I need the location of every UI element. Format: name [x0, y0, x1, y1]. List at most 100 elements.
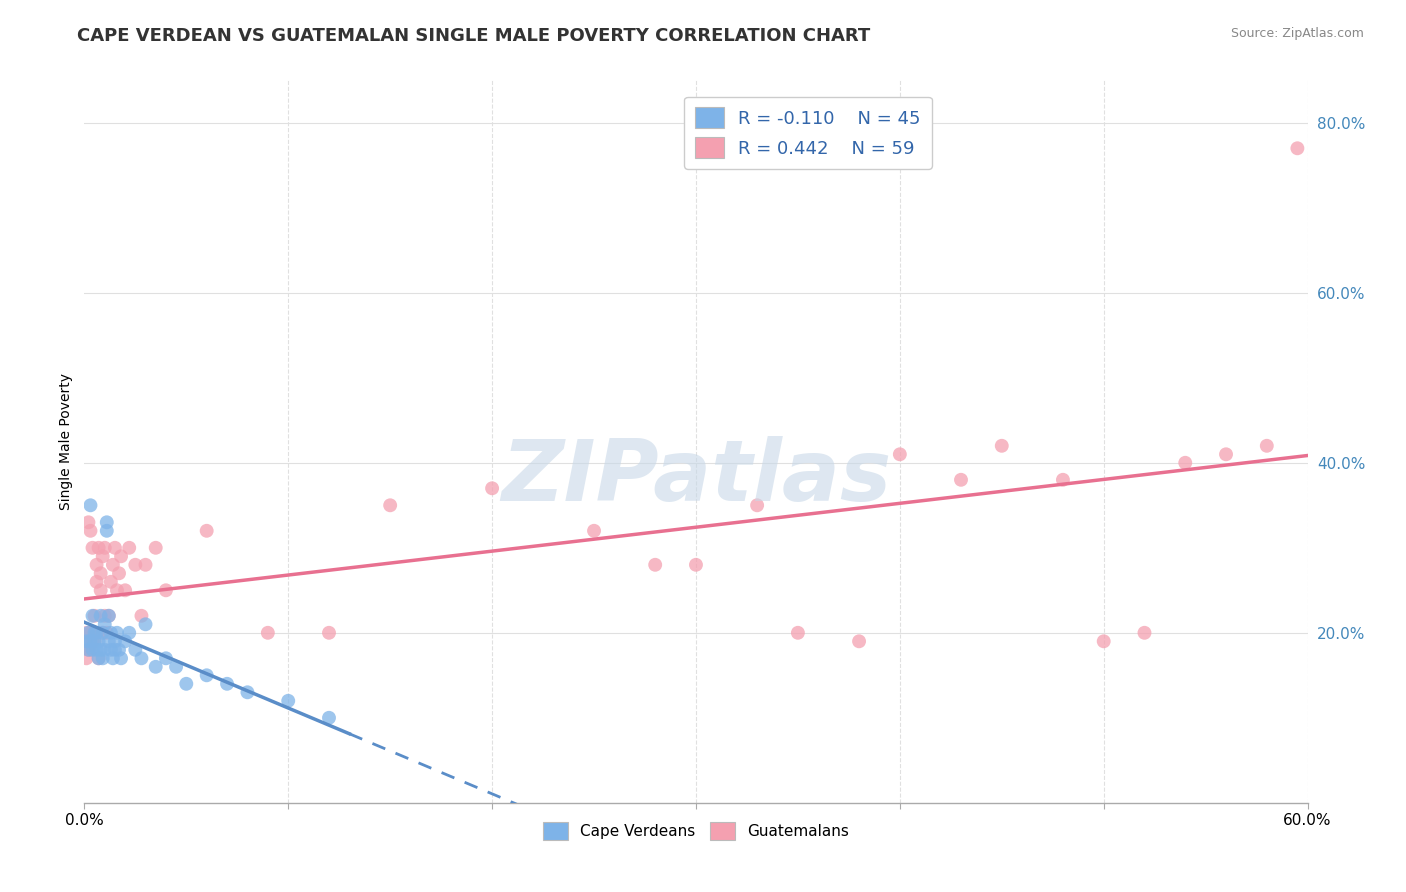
Point: [318, 711, 340, 725]
Point: [131, 651, 153, 665]
Point: [96, 516, 118, 530]
Point: [195, 668, 218, 682]
Point: [380, 498, 402, 512]
Point: [277, 694, 299, 708]
Point: [91, 651, 114, 665]
Point: [75, 625, 97, 640]
Point: [82, 634, 104, 648]
Point: [82, 608, 104, 623]
Point: [91, 549, 114, 564]
Point: [91, 625, 114, 640]
Point: [114, 583, 136, 598]
Point: [93, 617, 115, 632]
Point: [87, 651, 110, 665]
Point: [77, 642, 100, 657]
Point: [889, 447, 911, 461]
Point: [96, 524, 118, 538]
Point: [104, 541, 127, 555]
Point: [79, 634, 101, 648]
Text: ZIPatlas: ZIPatlas: [501, 436, 891, 519]
Point: [131, 608, 153, 623]
Point: [114, 634, 136, 648]
Point: [1174, 456, 1197, 470]
Point: [79, 625, 101, 640]
Point: [100, 574, 122, 589]
Point: [124, 642, 146, 657]
Point: [174, 677, 197, 691]
Point: [991, 439, 1014, 453]
Point: [848, 634, 870, 648]
Point: [105, 625, 128, 640]
Point: [747, 498, 769, 512]
Point: [481, 481, 503, 495]
Point: [97, 608, 120, 623]
Point: [77, 516, 100, 530]
Point: [87, 541, 110, 555]
Point: [87, 651, 110, 665]
Point: [108, 566, 131, 581]
Point: [1092, 634, 1115, 648]
Point: [90, 566, 112, 581]
Point: [787, 625, 810, 640]
Point: [318, 625, 340, 640]
Point: [83, 608, 105, 623]
Point: [86, 642, 108, 657]
Point: [86, 574, 108, 589]
Point: [83, 634, 105, 648]
Point: [110, 549, 132, 564]
Point: [105, 583, 128, 598]
Point: [75, 634, 97, 648]
Point: [257, 625, 280, 640]
Point: [644, 558, 666, 572]
Point: [79, 524, 101, 538]
Point: [97, 634, 120, 648]
Point: [87, 634, 110, 648]
Point: [91, 625, 114, 640]
Y-axis label: Single Male Poverty: Single Male Poverty: [59, 373, 73, 510]
Point: [100, 642, 122, 657]
Point: [1286, 141, 1309, 155]
Point: [97, 608, 120, 623]
Point: [90, 642, 112, 657]
Point: [110, 651, 132, 665]
Point: [685, 558, 707, 572]
Point: [1215, 447, 1237, 461]
Point: [135, 558, 157, 572]
Point: [93, 608, 115, 623]
Point: [135, 617, 157, 632]
Point: [155, 651, 177, 665]
Point: [86, 558, 108, 572]
Text: Source: ZipAtlas.com: Source: ZipAtlas.com: [1230, 27, 1364, 40]
Point: [83, 625, 105, 640]
Point: [90, 583, 112, 598]
Point: [79, 642, 101, 657]
Point: [96, 625, 118, 640]
Point: [77, 634, 100, 648]
Point: [118, 625, 141, 640]
Point: [101, 651, 124, 665]
Point: [100, 625, 122, 640]
Point: [195, 524, 218, 538]
Point: [77, 642, 100, 657]
Legend: Cape Verdeans, Guatemalans: Cape Verdeans, Guatemalans: [537, 816, 855, 846]
Point: [83, 634, 105, 648]
Point: [108, 642, 131, 657]
Point: [583, 524, 606, 538]
Point: [1133, 625, 1156, 640]
Point: [83, 625, 105, 640]
Point: [77, 625, 100, 640]
Point: [1256, 439, 1278, 453]
Point: [82, 642, 104, 657]
Point: [145, 541, 167, 555]
Point: [75, 651, 97, 665]
Point: [82, 541, 104, 555]
Point: [79, 498, 101, 512]
Point: [145, 660, 167, 674]
Text: CAPE VERDEAN VS GUATEMALAN SINGLE MALE POVERTY CORRELATION CHART: CAPE VERDEAN VS GUATEMALAN SINGLE MALE P…: [77, 27, 870, 45]
Point: [104, 642, 127, 657]
Point: [155, 583, 177, 598]
Point: [217, 677, 239, 691]
Point: [1052, 473, 1074, 487]
Point: [93, 541, 115, 555]
Point: [101, 558, 124, 572]
